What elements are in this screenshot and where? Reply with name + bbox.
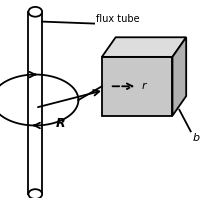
- Ellipse shape: [28, 7, 42, 17]
- Text: r: r: [141, 81, 146, 91]
- Ellipse shape: [28, 189, 42, 199]
- Polygon shape: [172, 37, 186, 116]
- Text: flux tube: flux tube: [96, 14, 140, 24]
- Text: b: b: [193, 133, 200, 143]
- Polygon shape: [102, 57, 172, 116]
- Text: R: R: [56, 117, 66, 130]
- Polygon shape: [102, 37, 186, 57]
